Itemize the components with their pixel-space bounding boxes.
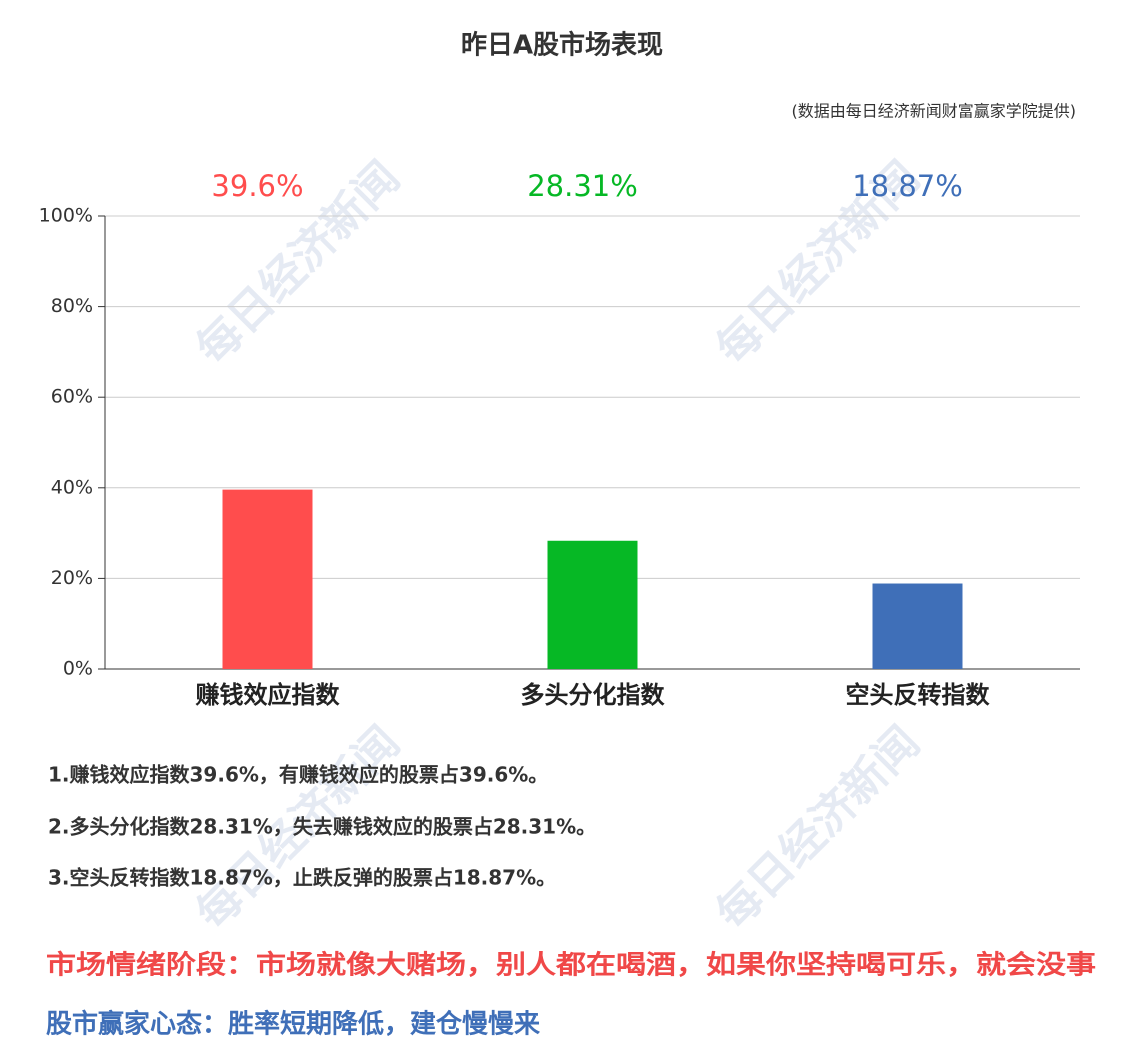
y-tick-label: 60%: [51, 386, 93, 408]
y-tick-label: 80%: [51, 295, 93, 317]
note: 3.空头反转指数18.87%，止跌反弹的股票占18.87%。: [48, 866, 556, 890]
y-tick-label: 0%: [63, 658, 93, 680]
bar: [222, 489, 313, 669]
chart-title: 昨日A股市场表现: [461, 30, 663, 61]
chart-subtitle: (数据由每日经济新闻财富赢家学院提供): [792, 102, 1077, 121]
y-tick-label: 40%: [51, 476, 93, 498]
value-label: 18.87%: [852, 169, 963, 203]
highlight: 股市赢家心态：胜率短期降低，建仓慢慢来: [46, 1009, 541, 1040]
highlight: 市场情绪阶段：市场就像大赌场，别人都在喝酒，如果你坚持喝可乐，就会没事: [46, 950, 1096, 981]
note: 1.赚钱效应指数39.6%，有赚钱效应的股票占39.6%。: [48, 763, 548, 787]
y-tick-label: 20%: [51, 567, 93, 589]
value-label: 39.6%: [211, 169, 303, 203]
y-tick-label: 100%: [39, 205, 93, 227]
bar: [547, 540, 638, 669]
x-tick-label: 赚钱效应指数: [196, 681, 341, 709]
x-tick-label: 多头分化指数: [521, 681, 666, 709]
note: 2.多头分化指数28.31%，失去赚钱效应的股票占28.31%。: [48, 815, 596, 839]
watermark: 每日经济新闻: [707, 717, 930, 940]
value-label: 28.31%: [527, 169, 638, 203]
bar: [872, 583, 963, 669]
x-tick-label: 空头反转指数: [846, 681, 991, 709]
